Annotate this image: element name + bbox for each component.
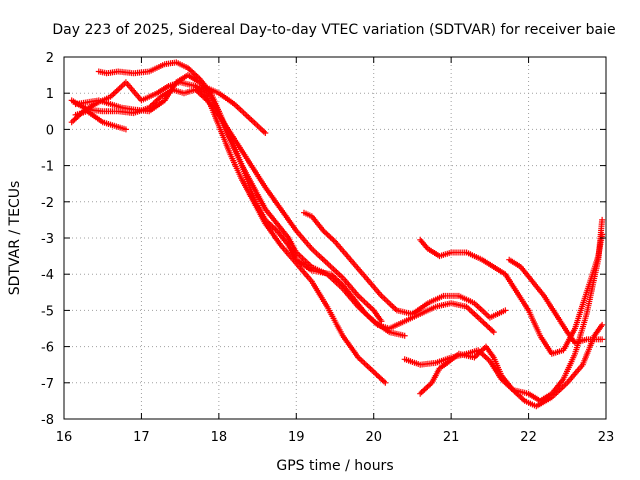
series-markers [68,79,389,386]
series-markers [192,86,385,325]
series-trace-3 [68,79,389,386]
x-tick-label: 16 [56,430,73,445]
y-tick-label: 1 [46,87,54,102]
series-markers [506,256,606,346]
x-axis-label: GPS time / hours [276,458,393,474]
axis-ticks: 16 17 18 19 20 21 22 23 -8 -7 -6 -5 -4 -3 -2 -1 0 1 2 [41,51,614,445]
series-trace-6 [192,86,385,325]
series-trace-9 [506,256,606,346]
series-markers [68,84,269,137]
y-tick-label: -1 [41,160,54,175]
series-trace-7 [301,209,509,321]
series-trace-11 [417,321,606,410]
series-markers [301,209,509,321]
x-tick-label: 17 [133,430,150,445]
y-tick-label: -3 [41,232,54,247]
x-tick-label: 20 [365,430,382,445]
y-tick-label: -8 [41,413,54,428]
y-tick-label: -7 [41,377,54,392]
y-axis-label: SDTVAR / TECUs [7,181,23,296]
series-trace-5 [68,84,269,137]
x-tick-label: 23 [598,430,615,445]
x-tick-label: 22 [520,430,537,445]
data-marks [68,59,606,410]
chart-title: Day 223 of 2025, Sidereal Day-to-day VTE… [52,22,615,38]
y-tick-label: -6 [41,341,54,356]
series-markers [417,321,606,410]
y-tick-label: 0 [46,123,54,138]
y-tick-label: -5 [41,304,54,319]
x-tick-label: 19 [288,430,305,445]
y-tick-label: -2 [41,196,54,211]
x-tick-label: 21 [443,430,460,445]
y-tick-label: -4 [41,268,54,283]
x-tick-label: 18 [211,430,228,445]
y-tick-label: 2 [46,51,54,66]
